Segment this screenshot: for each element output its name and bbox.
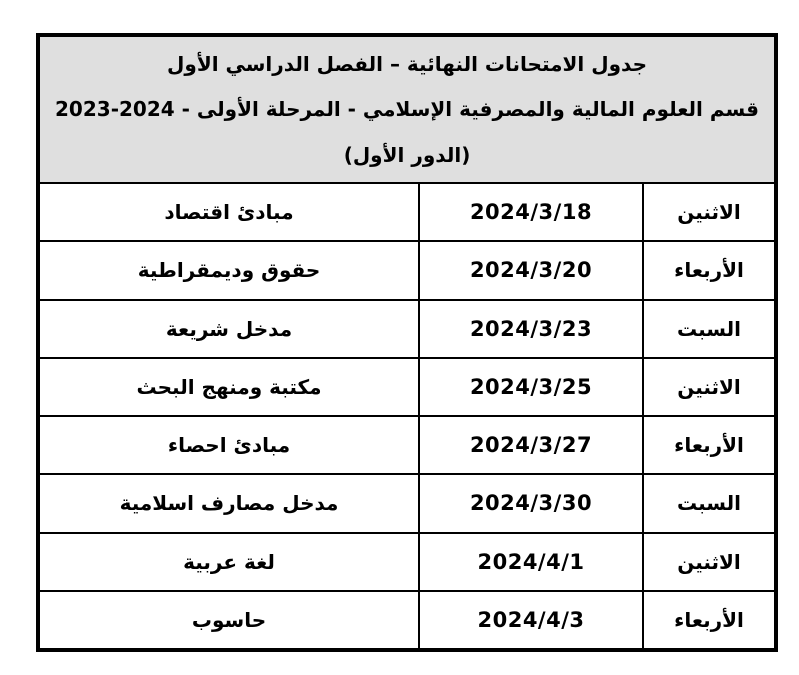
header-round-line: (الدور الأول) (343, 143, 471, 168)
subject-cell: لغة عربية (183, 549, 275, 574)
day-cell: الأربعاء (674, 433, 744, 458)
subject-cell: مبادئ اقتصاد (164, 200, 294, 225)
table-body: الاثنين 2024/3/18 مبادئ اقتصاد الأربعاء … (40, 184, 774, 648)
date-cell: 2024/3/27 (418, 417, 644, 474)
day-cell: الأربعاء (674, 258, 744, 283)
table-row: الاثنين 2024/3/25 مكتبة ومنهج البحث (40, 358, 774, 417)
day-cell: السبت (676, 316, 742, 341)
date-cell: 2024/3/30 (418, 475, 644, 532)
subject-cell: حقوق وديمقراطية (137, 258, 321, 283)
subject-cell: حاسوب (191, 607, 267, 632)
day-cell: السبت (676, 491, 742, 516)
header-department-line: قسم العلوم المالية والمصرفية الإسلامي - … (55, 97, 759, 122)
table-row: الأربعاء 2024/4/3 حاسوب (40, 591, 774, 648)
subject-cell: مدخل شريعة (165, 316, 293, 341)
subject-cell: مكتبة ومنهج البحث (136, 374, 322, 399)
table-header: جدول الامتحانات النهائية – الفصل الدراسي… (40, 37, 774, 184)
subject-cell: مدخل مصارف اسلامية (119, 491, 339, 516)
day-cell: الاثنين (677, 200, 741, 225)
date-cell: 2024/4/3 (418, 591, 644, 648)
day-cell: الأربعاء (674, 607, 744, 632)
date-cell: 2024/3/25 (418, 358, 644, 415)
table-row: الأربعاء 2024/3/20 حقوق وديمقراطية (40, 242, 774, 301)
date-cell: 2024/3/18 (418, 184, 644, 241)
date-cell: 2024/3/20 (418, 242, 644, 299)
table-row: السبت 2024/3/23 مدخل شريعة (40, 300, 774, 359)
table-row: الاثنين 2024/3/18 مبادئ اقتصاد (40, 184, 774, 243)
table-row: الاثنين 2024/4/1 لغة عربية (40, 533, 774, 592)
subject-cell: مبادئ احصاء (167, 433, 291, 458)
day-cell: الاثنين (677, 374, 741, 399)
table-row: الأربعاء 2024/3/27 مبادئ احصاء (40, 417, 774, 476)
date-cell: 2024/4/1 (418, 533, 644, 590)
day-cell: الاثنين (677, 549, 741, 574)
exam-schedule-table: جدول الامتحانات النهائية – الفصل الدراسي… (36, 33, 778, 652)
header-title: جدول الامتحانات النهائية – الفصل الدراسي… (167, 51, 647, 76)
table-row: السبت 2024/3/30 مدخل مصارف اسلامية (40, 475, 774, 534)
date-cell: 2024/3/23 (418, 300, 644, 357)
